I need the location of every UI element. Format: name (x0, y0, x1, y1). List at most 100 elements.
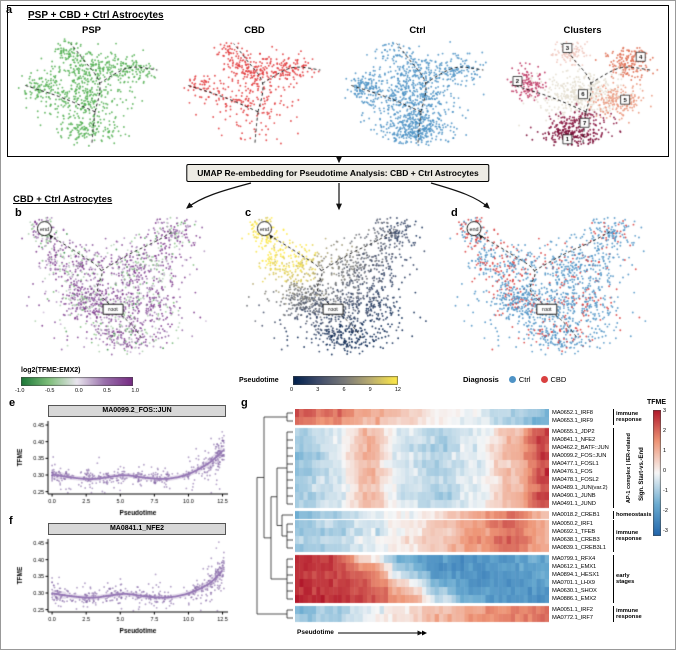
umap-psp-title: PSP (81, 25, 101, 36)
colorbar-tick: -2 (663, 508, 668, 514)
colorbar-tick: -0.5 (45, 388, 55, 394)
tfme-colorbar-label: log2(TFME:EMX2) (21, 367, 81, 374)
umap-clusters-subplot: Clusters (504, 25, 661, 147)
tfme-colorbar (21, 377, 133, 386)
umap-pseudotime-plot (239, 216, 435, 364)
heatmap-row-label: MA0653.1_IRF9 (552, 418, 593, 424)
colorbar-tick: 12 (394, 387, 401, 393)
heatmap-row-label: MA0652.1_IRF8 (552, 410, 593, 416)
heatmap-row-label: MA0841.1_NFE2 (552, 437, 596, 443)
heatmap-row-label: MA0050.2_IRF1 (552, 521, 593, 527)
heatmap-row-label: MA0476.1_FOS (552, 469, 593, 475)
umap-diagnosis-plot (447, 216, 655, 364)
tf-heatmap (295, 409, 549, 626)
heatmap-row-label: MA0692.1_TFEB (552, 529, 596, 535)
umap-tfme-plot (19, 216, 215, 364)
panel-a-frame: PSP + CBD + Ctrl Astrocytes PSP CBD Ctrl… (7, 5, 669, 157)
heatmap-row-label: MA0051.1_IRF2 (552, 607, 593, 613)
heatmap-colorbar-ticks: 3 2 1 0 -1 -2 -3 (663, 408, 675, 536)
fosjun-scatter-plot (13, 418, 233, 518)
flow-arrows (186, 156, 490, 211)
panel-b-header: CBD + Ctrl Astrocytes (13, 194, 113, 205)
reembedding-box: UMAP Re-embedding for Pseudotime Analysi… (186, 164, 490, 182)
heatmap-row-label: MA0490.1_JUNB (552, 493, 596, 499)
ctrl-dot-icon (508, 376, 516, 383)
umap-psp-plot (15, 37, 168, 147)
heatmap-group-label: immune response (613, 520, 643, 552)
panel-e-letter: e (9, 397, 16, 409)
legend-item-cbd: CBD (540, 375, 567, 384)
panel-d-letter: d (451, 207, 458, 219)
umap-ctrl-subplot: Ctrl (341, 25, 494, 147)
heatmap-group-label: early stages (613, 555, 643, 603)
panel-g-letter: g (241, 397, 248, 409)
nfe2-title: MA0841.1_NFE2 (48, 523, 226, 535)
heatmap-row-label: MA0701.1_LHX9 (552, 580, 595, 586)
colorbar-tick: 6 (342, 387, 346, 393)
heatmap-row-label: MA0630.1_SHOX (552, 588, 597, 594)
panel-c-letter: c (245, 207, 252, 219)
heatmap-row-label: MA0477.1_FOSL1 (552, 461, 599, 467)
heatmap-row-label: MA0462.2_BATF::JUN (552, 445, 609, 451)
fosjun-title: MA0099.2_FOS::JUN (48, 405, 226, 417)
sign-axis-label: Sign. Start-vs.-End (639, 447, 646, 501)
heatmap-colorbar (653, 410, 661, 536)
nfe2-scatter-plot (13, 536, 233, 636)
heatmap-row-label: MA0886.1_EMX2 (552, 596, 597, 602)
panel-a-subplots: PSP CBD Ctrl Clusters (10, 25, 666, 154)
heatmap-colorbar-title: TFME (647, 399, 667, 406)
pseudotime-colorbar-label: Pseudotime (239, 377, 279, 384)
heatmap-row-label: MA0612.1_EMX1 (552, 564, 597, 570)
panel-a-letter: a (6, 4, 13, 16)
colorbar-tick: 0 (663, 468, 667, 474)
colorbar-tick: 0.0 (75, 388, 83, 394)
pseudotime-colorbar-ticks: 0 3 6 9 12 (290, 387, 401, 393)
heatmap-group-label: immune response (613, 606, 643, 622)
umap-cbd-title: CBD (244, 25, 265, 36)
colorbar-tick: 1.0 (131, 388, 139, 394)
diagnosis-legend-title: Diagnosis (463, 375, 499, 384)
heatmap-dendrogram (251, 409, 293, 626)
umap-clusters-plot (504, 37, 661, 147)
colorbar-tick: -1.0 (15, 388, 25, 394)
heatmap-row-label: MA0655.1_JDP2 (552, 429, 595, 435)
cbd-dot-icon (540, 376, 548, 383)
colorbar-tick: 9 (368, 387, 372, 393)
ctrl-label: Ctrl (518, 375, 531, 384)
heatmap-row-label: MA0491.1_JUND (552, 501, 596, 507)
heatmap-x-axis: Pseudotime (297, 629, 428, 636)
colorbar-tick: 3 (316, 387, 320, 393)
colorbar-tick: 2 (663, 428, 667, 434)
diagnosis-legend: Diagnosis Ctrl CBD (463, 375, 566, 384)
panel-a-header: PSP + CBD + Ctrl Astrocytes (28, 10, 164, 21)
heatmap-row-label: MA0772.1_IRF7 (552, 615, 593, 621)
umap-ctrl-title: Ctrl (409, 25, 426, 36)
colorbar-tick: -3 (663, 528, 668, 534)
panel-b-letter: b (15, 207, 22, 219)
heatmap-group-label: AP-1 complex | IER-related (613, 428, 643, 508)
heatmap-row-label: MA0799.1_RFX4 (552, 556, 596, 562)
pseudotime-arrow-icon (337, 630, 427, 635)
colorbar-tick: 3 (663, 408, 667, 414)
tfme-colorbar-ticks: -1.0 -0.5 0.0 0.5 1.0 (15, 388, 139, 394)
colorbar-tick: 0 (290, 387, 294, 393)
arrow-box-to-b (186, 182, 252, 209)
umap-cbd-subplot: CBD (178, 25, 331, 147)
umap-ctrl-plot (341, 37, 494, 147)
legend-item-ctrl: Ctrl (508, 375, 531, 384)
pseudotime-colorbar (293, 376, 398, 385)
colorbar-tick: 1 (663, 448, 667, 454)
heatmap-group-label: homeostasis (613, 511, 651, 519)
heatmap-xlabel: Pseudotime (297, 629, 334, 636)
heatmap-row-label: MA0489.1_JUN(var.2) (552, 485, 608, 491)
heatmap-row-label: MA0018.2_CREB1 (552, 512, 600, 518)
umap-cbd-plot (178, 37, 331, 147)
panel-f-letter: f (9, 515, 13, 527)
cbd-label: CBD (550, 375, 567, 384)
arrow-box-to-d (430, 182, 490, 209)
heatmap-row-label: MA0478.1_FOSL2 (552, 477, 599, 483)
heatmap-row-label: MA0839.1_CREB3L1 (552, 545, 606, 551)
heatmap-row-label: MA0099.2_FOS::JUN (552, 453, 607, 459)
colorbar-tick: 0.5 (103, 388, 111, 394)
